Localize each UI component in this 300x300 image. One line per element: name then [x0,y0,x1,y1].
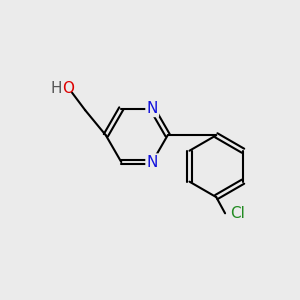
Text: Cl: Cl [230,206,245,221]
Text: H: H [50,81,62,96]
Text: N: N [146,101,158,116]
Text: O: O [62,81,74,96]
Text: N: N [146,154,158,169]
